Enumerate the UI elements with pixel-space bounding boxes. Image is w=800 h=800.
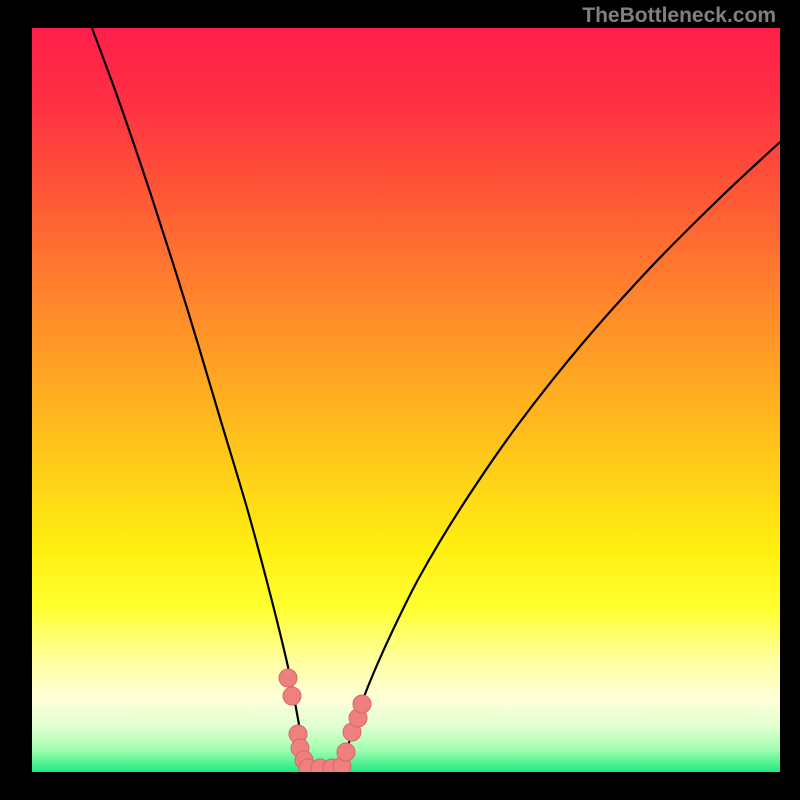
plot-area [32, 28, 780, 772]
gradient-background [32, 28, 780, 772]
watermark-text: TheBottleneck.com [582, 4, 776, 28]
data-marker [279, 669, 297, 687]
data-marker [283, 687, 301, 705]
chart-frame: TheBottleneck.com [0, 0, 800, 800]
data-marker [337, 743, 355, 761]
data-marker [353, 695, 371, 713]
